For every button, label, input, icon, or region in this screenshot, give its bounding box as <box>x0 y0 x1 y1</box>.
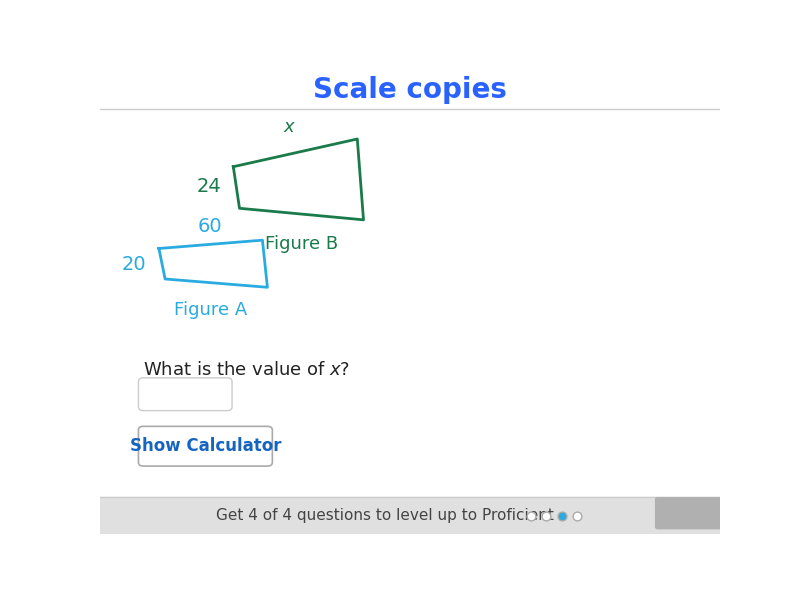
Bar <box>100 497 720 534</box>
Text: Scale copies: Scale copies <box>313 76 507 104</box>
Text: 24: 24 <box>196 177 221 196</box>
FancyBboxPatch shape <box>138 378 232 410</box>
Text: 20: 20 <box>122 254 146 274</box>
Point <box>571 511 584 520</box>
Text: What is the value of $x$?: What is the value of $x$? <box>143 361 350 379</box>
Text: Figure B: Figure B <box>265 235 338 253</box>
Text: Figure A: Figure A <box>174 301 247 319</box>
Point <box>525 511 538 520</box>
FancyBboxPatch shape <box>138 427 272 466</box>
Point <box>555 511 568 520</box>
Text: Show Calculator: Show Calculator <box>130 437 281 455</box>
Text: x: x <box>284 118 294 136</box>
Text: Get 4 of 4 questions to level up to Proficient: Get 4 of 4 questions to level up to Prof… <box>216 508 554 523</box>
Text: Che: Che <box>667 504 699 522</box>
Text: 60: 60 <box>198 217 222 236</box>
FancyBboxPatch shape <box>655 497 735 529</box>
Point <box>540 511 553 520</box>
